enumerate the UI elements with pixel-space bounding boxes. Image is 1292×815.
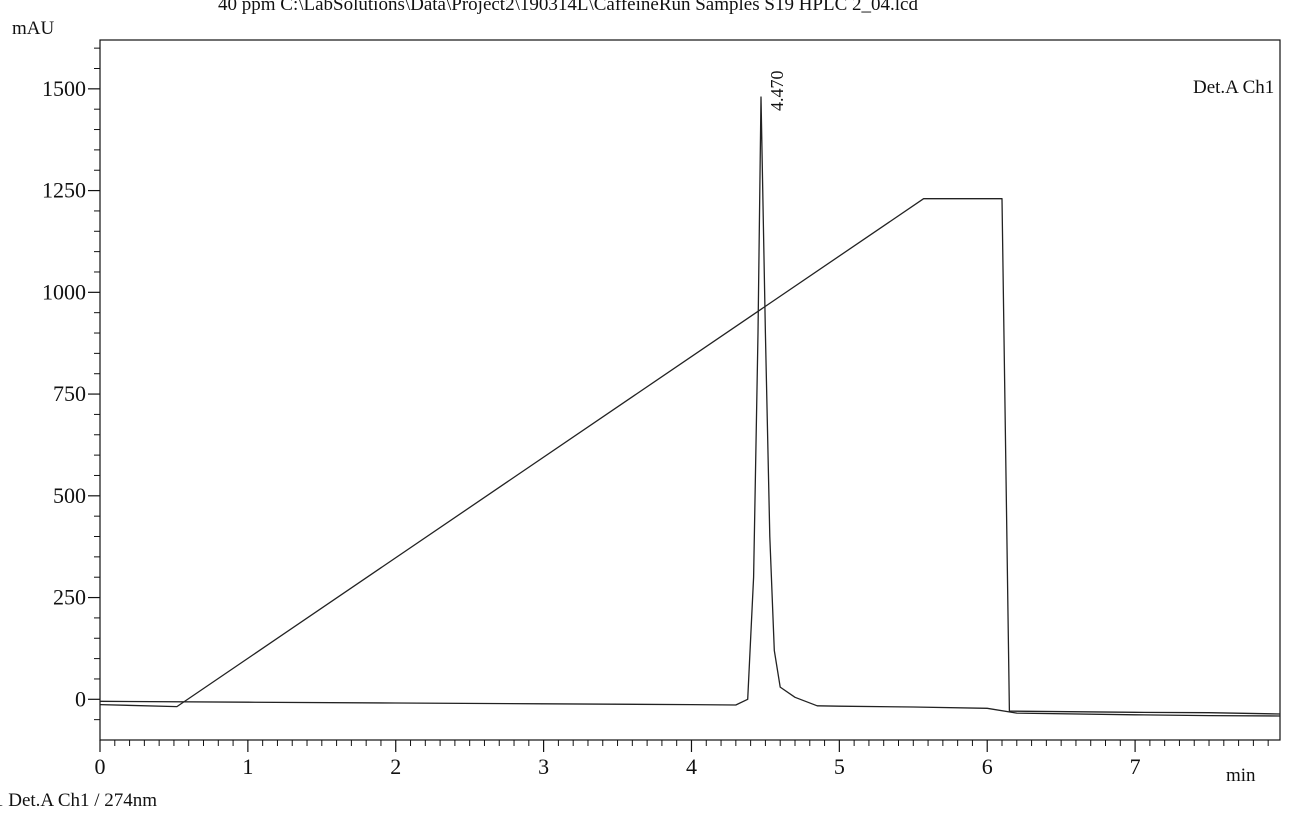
channel-label: Det.A Ch1 [1193, 77, 1275, 98]
plot-frame [99, 39, 1281, 741]
y-tick-label: 750 [53, 381, 86, 406]
x-tick-label: 1 [242, 754, 253, 779]
y-tick-label: 0 [75, 686, 86, 711]
x-tick-label: 5 [834, 754, 845, 779]
y-tick-label: 500 [53, 483, 86, 508]
y-axis-unit-label: mAU [12, 18, 55, 39]
x-tick-label: 6 [982, 754, 993, 779]
detector-legend: 1 Det.A Ch1 / 274nm [0, 790, 158, 811]
series-line-1 [99, 96, 1281, 717]
y-tick-label: 1000 [42, 279, 86, 304]
x-tick-label: 3 [538, 754, 549, 779]
annotation-layer: 4.470 [767, 70, 787, 111]
x-tick-label: 0 [95, 754, 106, 779]
peak-label: 4.470 [767, 70, 787, 111]
axis-ticks: 0 1 2 3 4 5 6 7 0 250 500 750 1000 1250 1500 [42, 47, 1269, 779]
series-line-2 [99, 198, 1281, 715]
x-tick-label: 7 [1130, 754, 1141, 779]
x-tick-label: 2 [390, 754, 401, 779]
chart-title: 40 ppm C:\LabSolutions\Data\Project2\190… [218, 0, 918, 15]
y-tick-label: 250 [53, 585, 86, 610]
x-tick-label: 4 [686, 754, 697, 779]
series-layer [99, 96, 1281, 717]
x-axis-unit-label: min [1226, 765, 1256, 786]
y-tick-label: 1250 [42, 178, 86, 203]
y-tick-label: 1500 [42, 76, 86, 101]
